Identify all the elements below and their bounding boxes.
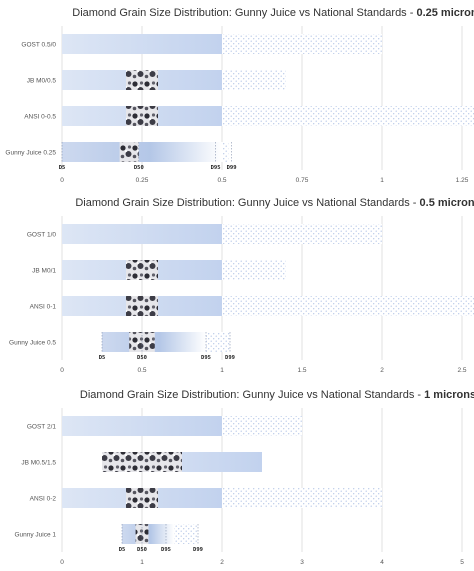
diamond-micrograph-image (119, 142, 139, 162)
x-tick-label: 0.25 (136, 177, 149, 184)
bar-jb-m0-1: JB M0/1 (32, 260, 286, 280)
bar-extended-range (222, 142, 229, 162)
category-label: ANSI 0-0.5 (24, 114, 56, 121)
chart-title-text: Diamond Grain Size Distribution: Gunny J… (80, 389, 424, 401)
chart-title: Diamond Grain Size Distribution: Gunny J… (72, 7, 474, 19)
x-tick-label: 4 (380, 559, 384, 566)
diamond-micrograph-image (126, 106, 158, 126)
x-tick-label: 2 (220, 559, 224, 566)
bar-extended-range (222, 416, 302, 436)
chart-panel-2: Diamond Grain Size Distribution: Gunny J… (9, 197, 474, 374)
bar-extended-range (174, 524, 198, 544)
x-tick-label: 1.5 (297, 367, 306, 374)
bar-ansi-0-0-5: ANSI 0-0.5 (24, 106, 474, 126)
bar-extended-range (222, 34, 382, 54)
diamond-micrograph-image (102, 452, 182, 472)
category-label: Gunny Juice 0.25 (5, 150, 56, 157)
bar-extended-range (222, 70, 286, 90)
marker-d5-label: D5 (99, 355, 106, 361)
x-tick-label: 3 (300, 559, 304, 566)
marker-d5-label: D5 (119, 547, 126, 553)
bar-ansi-0-2: ANSI 0-2 (30, 488, 382, 508)
chart-title-size: 1 microns (424, 389, 474, 401)
x-tick-label: 1.25 (456, 177, 469, 184)
bar-main-range (62, 224, 222, 244)
x-tick-label: 0.75 (296, 177, 309, 184)
marker-d95-label: D95 (161, 547, 171, 553)
bar-main-range (62, 34, 222, 54)
chart-panel-1: Diamond Grain Size Distribution: Gunny J… (5, 7, 474, 184)
marker-d95-label: D95 (211, 165, 221, 171)
diamond-micrograph-image (126, 296, 158, 316)
marker-d95-label: D95 (201, 355, 211, 361)
marker-d50-label: D50 (137, 547, 147, 553)
x-tick-label: 0 (60, 367, 64, 374)
x-tick-label: 0 (60, 177, 64, 184)
category-label: JB M0/0.5 (27, 78, 57, 85)
bar-extended-range (222, 296, 474, 316)
bar-ansi-0-1: ANSI 0-1 (30, 296, 474, 316)
bar-extended-range (222, 106, 474, 126)
chart-title: Diamond Grain Size Distribution: Gunny J… (75, 197, 474, 209)
marker-d5-label: D5 (59, 165, 66, 171)
marker-d99-label: D99 (225, 355, 235, 361)
category-label: JB M0/1 (32, 268, 56, 275)
category-label: GOST 2/1 (27, 424, 57, 431)
bar-gunny-juice-0-5: Gunny Juice 0.5 D5 D50 D95 D99 (9, 332, 235, 361)
chart-title-size: 0.5 microns (420, 197, 474, 209)
marker-d50-label: D50 (137, 355, 147, 361)
chart-title: Diamond Grain Size Distribution: Gunny J… (80, 389, 474, 401)
x-tick-label: 0 (60, 559, 64, 566)
marker-d99-label: D99 (193, 547, 203, 553)
bar-extended-range (222, 488, 382, 508)
bar-jb-m0-0-5: JB M0/0.5 (27, 70, 286, 90)
diamond-micrograph-image (126, 70, 158, 90)
chart-title-size: 0.25 microns (416, 7, 474, 19)
bar-gunny-juice-1: Gunny Juice 1 D5 D50 D95 D99 (14, 524, 203, 553)
bar-gost-0-5-0: GOST 0.5/0 (21, 34, 382, 54)
category-label: ANSI 0-2 (30, 496, 57, 503)
x-tick-label: 0.5 (217, 177, 226, 184)
category-label: GOST 0.5/0 (21, 42, 56, 49)
x-tick-label: 2 (380, 367, 384, 374)
chart-title-text: Diamond Grain Size Distribution: Gunny J… (72, 7, 416, 19)
x-tick-label: 5 (460, 559, 464, 566)
bar-gost-1-0: GOST 1/0 (27, 224, 382, 244)
bar-main-range (62, 416, 222, 436)
category-label: Gunny Juice 0.5 (9, 340, 56, 347)
bar-extended-range (206, 332, 230, 352)
diamond-micrograph-image (126, 260, 158, 280)
bar-gunny-juice-0-25: Gunny Juice 0.25 D5 D50 D95 D99 (5, 142, 237, 171)
diamond-micrograph-image (126, 488, 158, 508)
x-tick-label: 1 (140, 559, 144, 566)
category-label: ANSI 0-1 (30, 304, 57, 311)
x-tick-label: 1 (380, 177, 384, 184)
category-label: Gunny Juice 1 (14, 532, 56, 539)
bar-extended-range (222, 260, 286, 280)
bar-extended-range (222, 224, 382, 244)
marker-d99-label: D99 (227, 165, 237, 171)
x-tick-label: 2.5 (457, 367, 466, 374)
chart-panel-3: Diamond Grain Size Distribution: Gunny J… (14, 389, 474, 566)
x-tick-label: 0.5 (137, 367, 146, 374)
bar-jb-m0-5-1-5: JB M0.5/1.5 (21, 452, 262, 472)
marker-d50-label: D50 (134, 165, 144, 171)
chart-title-text: Diamond Grain Size Distribution: Gunny J… (75, 197, 419, 209)
category-label: GOST 1/0 (27, 232, 57, 239)
category-label: JB M0.5/1.5 (21, 460, 56, 467)
bar-main-range (62, 142, 222, 162)
bar-gost-2-1: GOST 2/1 (27, 416, 302, 436)
x-tick-label: 1 (220, 367, 224, 374)
